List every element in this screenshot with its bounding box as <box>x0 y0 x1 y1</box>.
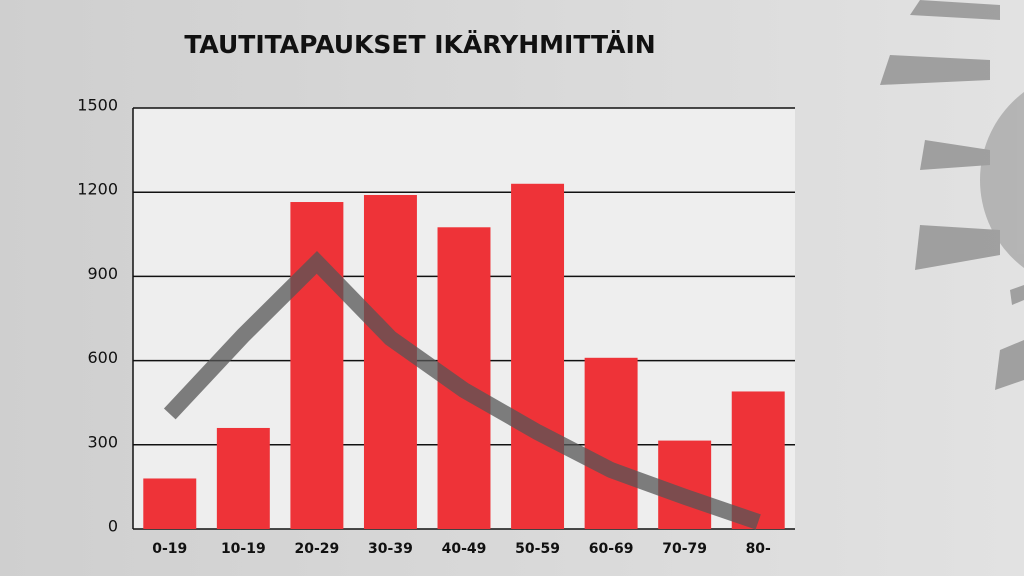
trend-line <box>163 250 761 530</box>
y-tick-label: 1200 <box>77 180 118 199</box>
y-tick-label: 900 <box>87 264 118 283</box>
x-tick-label: 60-69 <box>589 541 634 557</box>
x-tick-label: 40-49 <box>442 541 487 557</box>
bar <box>511 183 565 529</box>
bar <box>584 357 638 529</box>
chart-title: TAUTITAPAUKSET IKÄRYHMITTÄIN <box>184 29 655 59</box>
y-tick-label: 300 <box>87 432 118 451</box>
virus-decoration <box>880 0 1024 390</box>
bar <box>216 427 270 529</box>
y-tick-label: 1500 <box>77 96 118 115</box>
x-tick-label: 80- <box>746 541 771 557</box>
x-tick-label: 0-19 <box>152 541 187 557</box>
bar <box>143 478 197 529</box>
x-tick-label: 50-59 <box>515 541 560 557</box>
x-tick-label: 20-29 <box>294 541 339 557</box>
y-tick-label: 0 <box>108 517 118 536</box>
y-tick-label: 600 <box>87 348 118 367</box>
bar <box>290 202 344 530</box>
x-tick-label: 10-19 <box>221 541 266 557</box>
x-tick-label: 70-79 <box>662 541 707 557</box>
bar <box>731 391 785 529</box>
x-tick-label: 30-39 <box>368 541 413 557</box>
bar <box>363 195 417 530</box>
